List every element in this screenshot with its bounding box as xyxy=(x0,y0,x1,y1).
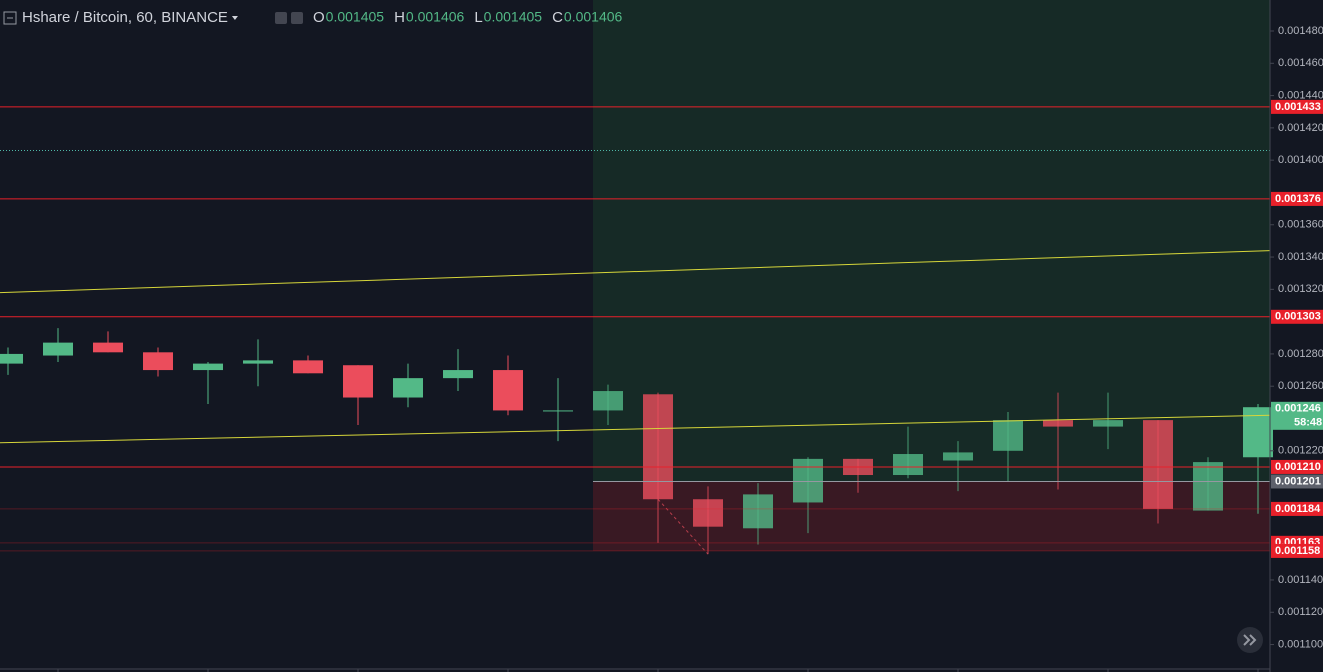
entry-label: 0.001201 xyxy=(1275,475,1321,487)
profit-zone xyxy=(593,0,1270,482)
dropdown-arrow[interactable] xyxy=(231,16,238,20)
ohlc-key: L xyxy=(474,9,482,26)
ohlc-key: H xyxy=(394,9,405,26)
candle-body xyxy=(93,342,123,353)
y-tick-label: 0.001440 xyxy=(1278,89,1323,101)
candle-body xyxy=(1243,407,1273,458)
candle-body xyxy=(743,494,773,529)
y-tick-label: 0.001120 xyxy=(1278,606,1323,618)
last-price-label: 0.001246 xyxy=(1275,403,1321,415)
dashed-connector xyxy=(657,498,709,555)
candle-body xyxy=(643,394,673,500)
level-label-bg xyxy=(1271,99,1323,114)
candle-body xyxy=(243,360,273,364)
trendline xyxy=(0,250,1271,294)
level-label: 0.001433 xyxy=(1275,101,1321,113)
entry-label-bg xyxy=(1271,474,1323,489)
settings-icon[interactable] xyxy=(291,12,303,24)
trendline xyxy=(0,414,1271,444)
y-tick-label: 0.001480 xyxy=(1278,25,1323,37)
candle-body xyxy=(443,370,473,379)
level-label: 0.001303 xyxy=(1275,311,1321,323)
last-price-bg xyxy=(1271,401,1323,430)
y-tick-label: 0.001320 xyxy=(1278,283,1323,295)
candle-body xyxy=(1193,462,1223,511)
candle-body xyxy=(943,452,973,461)
level-label: 0.001158 xyxy=(1275,545,1320,557)
symbol-title[interactable]: Hshare / Bitcoin, 60, BINANCE xyxy=(22,9,228,26)
y-tick-label: 0.001220 xyxy=(1278,445,1323,457)
level-label-bg xyxy=(1271,501,1323,516)
candle-body xyxy=(1043,420,1073,427)
y-tick-label: 0.001420 xyxy=(1278,122,1323,134)
level-label: 0.001184 xyxy=(1275,503,1321,515)
candle-body xyxy=(1143,420,1173,509)
level-label: 0.001376 xyxy=(1275,193,1321,205)
ohlc-key: C xyxy=(552,9,563,26)
visibility-icon[interactable] xyxy=(275,12,287,24)
candle-body xyxy=(543,410,573,412)
ohlc-value: 0.001405 xyxy=(326,9,385,25)
collapse-icon[interactable] xyxy=(3,11,17,25)
y-tick-label: 0.001140 xyxy=(1278,574,1323,586)
scroll-button[interactable] xyxy=(1237,627,1263,653)
candle-body xyxy=(43,342,73,356)
scroll-button-icon xyxy=(1243,634,1257,646)
candle-body xyxy=(0,353,23,364)
header: Hshare / Bitcoin, 60, BINANCE O 0.001405 H… xyxy=(3,9,623,26)
y-tick-label: 0.001340 xyxy=(1278,251,1323,263)
y-tick-label: 0.001400 xyxy=(1278,154,1323,166)
level-label-bg xyxy=(1271,459,1323,474)
ohlc-value: 0.001406 xyxy=(564,9,623,25)
candle-body xyxy=(393,378,423,398)
candle-body xyxy=(793,458,823,503)
candle-body xyxy=(593,391,623,411)
level-label-bg xyxy=(1271,543,1323,558)
candle-body xyxy=(493,370,523,411)
candle-body xyxy=(193,363,223,371)
y-tick-label: 0.001100 xyxy=(1278,638,1323,650)
level-label: 0.001210 xyxy=(1275,461,1321,473)
candle-body xyxy=(693,499,723,527)
candle-body xyxy=(293,360,323,374)
candle-body xyxy=(893,454,923,476)
ohlc-value: 0.001406 xyxy=(406,9,465,25)
y-tick-label: 0.001360 xyxy=(1278,219,1323,231)
level-label-bg xyxy=(1271,191,1323,206)
countdown: 58:48 xyxy=(1294,417,1322,429)
ohlc-key: O xyxy=(313,9,325,26)
candle-body xyxy=(343,365,373,398)
y-tick-label: 0.001280 xyxy=(1278,348,1323,360)
candle-body xyxy=(1093,420,1123,427)
candle-body xyxy=(143,352,173,371)
y-tick-label: 0.001260 xyxy=(1278,380,1323,392)
ohlc-value: 0.001405 xyxy=(484,9,543,25)
y-tick-label: 0.001460 xyxy=(1278,57,1323,69)
level-label-bg xyxy=(1271,309,1323,324)
candle-body xyxy=(993,420,1023,451)
